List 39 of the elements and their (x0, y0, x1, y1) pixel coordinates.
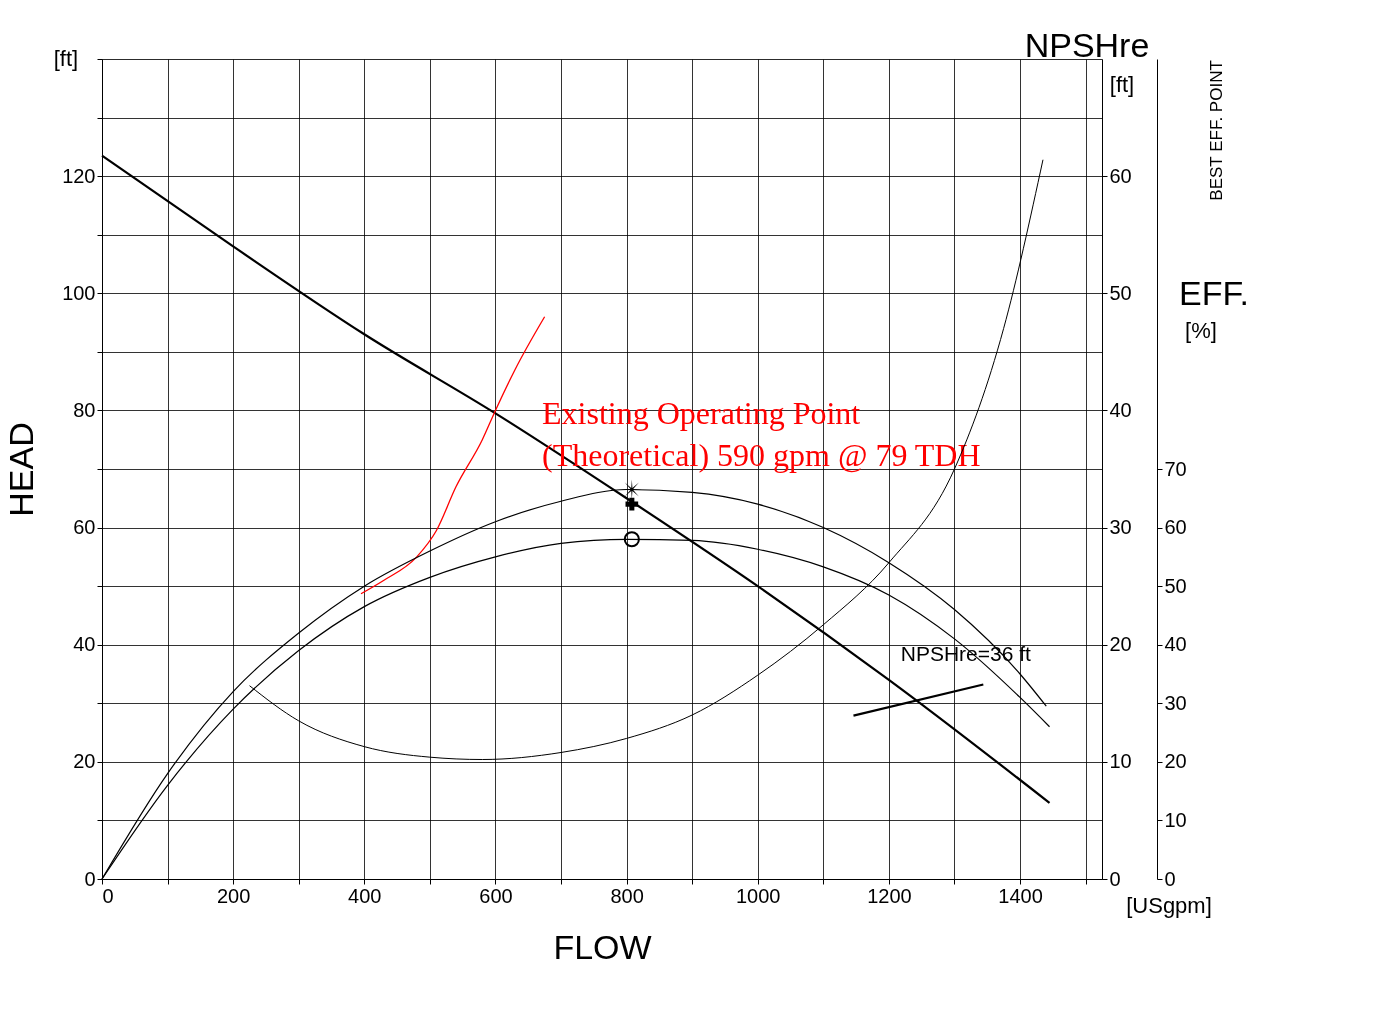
y3-axis-title: EFF. (1179, 273, 1249, 312)
y-tick-label: 0 (84, 867, 96, 890)
x-tick-label: 1200 (867, 884, 912, 907)
y2-tick-label: 50 (1109, 281, 1132, 304)
y2-tick-label: 60 (1109, 164, 1132, 187)
y3-tick-label: 20 (1164, 750, 1187, 773)
y-tick-label: 80 (73, 398, 96, 421)
y3-tick-label: 40 (1164, 633, 1187, 656)
text: [USgpm] (1126, 892, 1212, 918)
y2-tick-label: 20 (1109, 633, 1132, 656)
y3-tick-label: 70 (1164, 457, 1187, 480)
y-tick-label: 40 (73, 633, 96, 656)
x-axis-title: FLOW (553, 927, 652, 966)
text: [%] (1185, 317, 1217, 343)
y2-tick-label: 10 (1109, 750, 1132, 773)
text: [ft] (53, 46, 79, 71)
y2-tick-label: 40 (1109, 398, 1132, 421)
y3-tick-label: 60 (1164, 516, 1187, 539)
x-tick-label: 800 (610, 884, 644, 907)
y-tick-label: 60 (73, 516, 96, 539)
y-axis-title: HEAD (2, 422, 41, 517)
x-tick-label: 400 (348, 884, 382, 907)
y2-axis-title: NPSHre (1024, 26, 1150, 64)
y3-tick-label: 50 (1164, 574, 1187, 597)
y2-tick-label: 30 (1109, 516, 1132, 539)
x-tick-label: 0 (102, 884, 114, 907)
y-tick-label: 100 (62, 281, 96, 304)
y-tick-label: 20 (73, 750, 96, 773)
x-tick-label: 1400 (998, 884, 1043, 907)
y3-tick-label: 30 (1164, 691, 1187, 714)
x-tick-label: 200 (216, 884, 251, 907)
x-tick-label: 1000 (735, 884, 781, 907)
y3-tick-label: 10 (1164, 808, 1187, 831)
text: [ft] (1109, 71, 1135, 97)
y3-tick-label: 0 (1164, 867, 1176, 890)
x-tick-label: 600 (479, 884, 513, 907)
y-tick-label: 120 (62, 164, 96, 187)
text: BEST EFF. POINT (1207, 60, 1226, 201)
y2-tick-label: 0 (1109, 867, 1121, 890)
